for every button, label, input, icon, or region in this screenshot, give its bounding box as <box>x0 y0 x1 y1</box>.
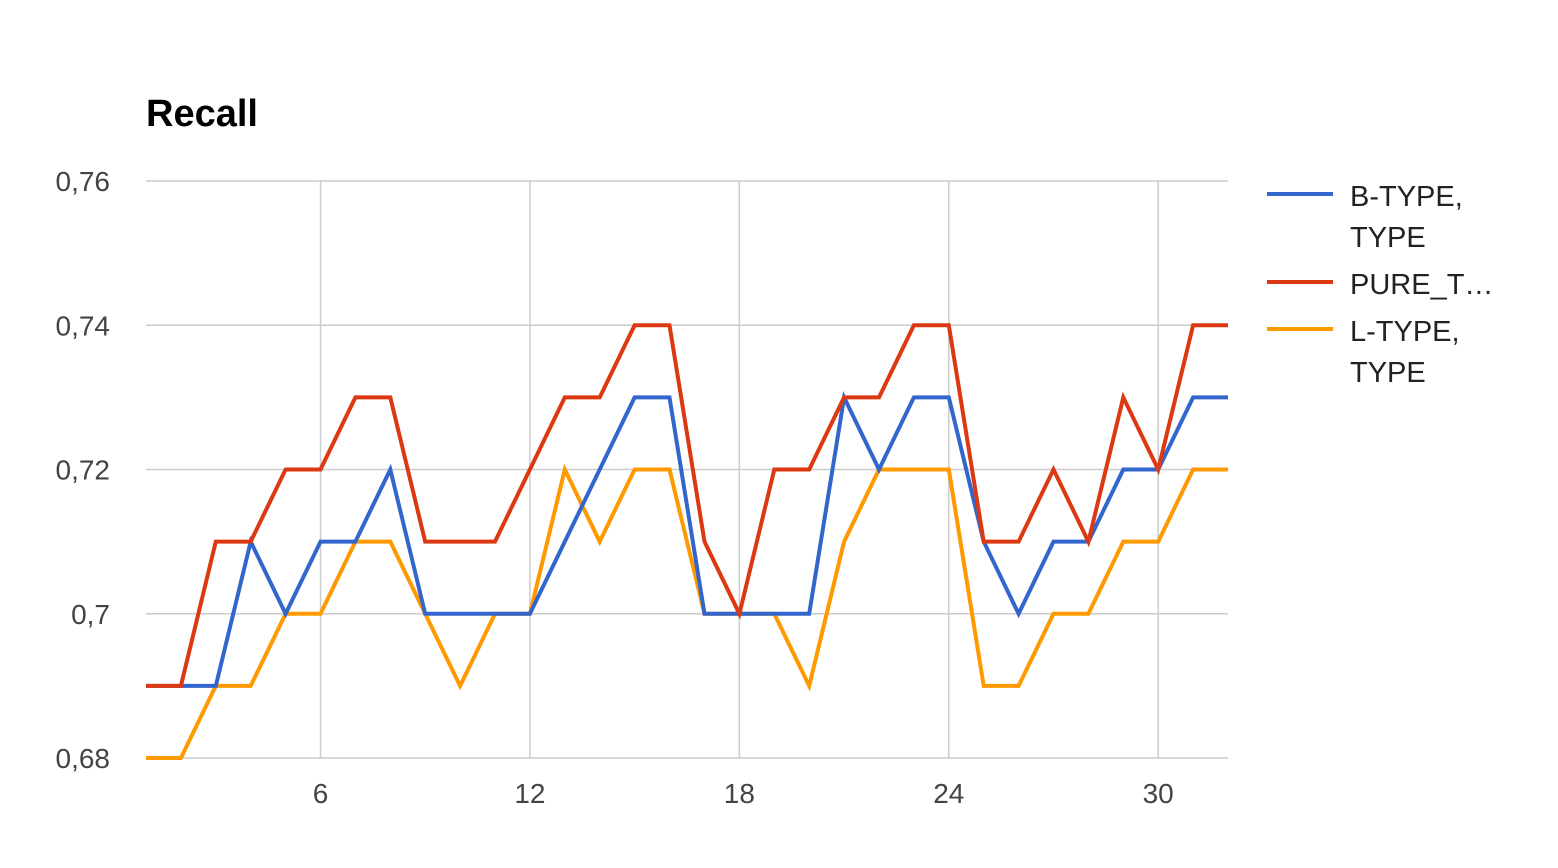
legend-label: TYPE <box>1350 357 1426 389</box>
legend-item-2[interactable]: PURE_T… <box>1267 269 1493 301</box>
series-line-2 <box>146 323 1228 688</box>
legend-label: L-TYPE, <box>1350 316 1460 348</box>
legend-label: PURE_T… <box>1350 269 1493 301</box>
series-line-1 <box>146 390 1228 688</box>
x-axis-tick-labels: 6 12 18 24 30 <box>313 778 1174 809</box>
x-tick-label: 12 <box>514 778 545 809</box>
y-tick-label: 0,76 <box>56 166 111 197</box>
chart-title: Recall <box>146 93 258 135</box>
legend-item-3[interactable]: L-TYPE, TYPE <box>1267 316 1460 389</box>
x-tick-label: 18 <box>724 778 755 809</box>
legend-label: TYPE <box>1350 222 1426 254</box>
y-axis-tick-labels: 0,68 0,7 0,72 0,74 0,76 <box>56 166 111 774</box>
y-tick-label: 0,74 <box>56 310 111 341</box>
legend-label: B-TYPE, <box>1350 181 1463 213</box>
x-tick-label: 24 <box>933 778 964 809</box>
legend[interactable]: B-TYPE, TYPE PURE_T… L-TYPE, TYPE <box>1267 181 1493 389</box>
y-tick-label: 0,7 <box>71 599 110 630</box>
x-tick-label: 30 <box>1143 778 1174 809</box>
legend-item-1[interactable]: B-TYPE, TYPE <box>1267 181 1463 254</box>
y-tick-label: 0,72 <box>56 455 111 486</box>
y-tick-label: 0,68 <box>56 743 111 774</box>
x-tick-label: 6 <box>313 778 329 809</box>
series-lines <box>146 323 1228 760</box>
series-line-3 <box>146 463 1228 760</box>
